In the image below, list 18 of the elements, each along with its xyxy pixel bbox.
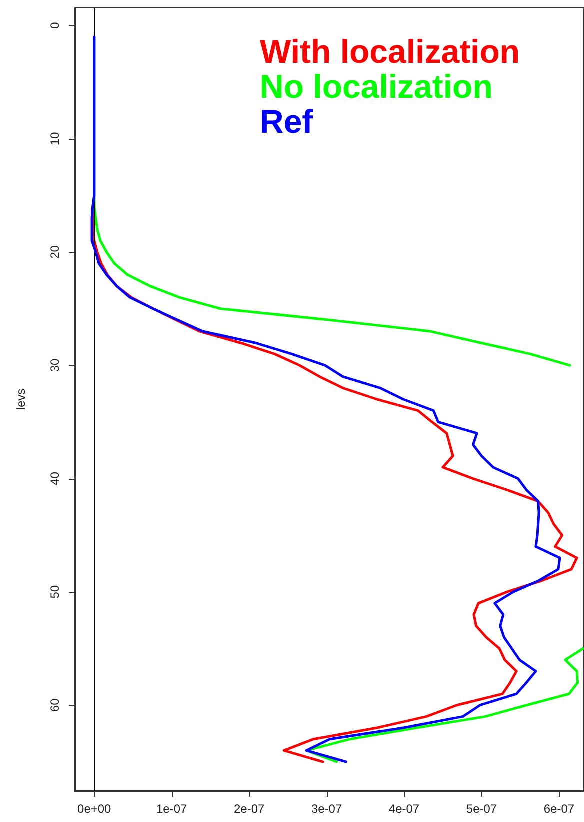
x-tick-label: 1e-07 (156, 802, 188, 816)
y-tick-label: 0 (48, 22, 62, 30)
y-tick-label: 10 (48, 132, 62, 146)
y-tick-label: 20 (48, 245, 62, 259)
text: Ref (260, 103, 314, 140)
y-tick-label: 30 (48, 358, 62, 372)
x-tick-label: 3e-07 (311, 802, 342, 816)
x-tick-label: 6e-07 (544, 802, 575, 816)
y-tick-label: 60 (48, 698, 62, 712)
text: No localization (260, 68, 493, 105)
y-axis-title: levs (14, 388, 28, 410)
x-tick-label: 5e-07 (466, 802, 498, 816)
x-tick-label: 0e+00 (78, 802, 112, 816)
x-tick-label: 2e-07 (234, 802, 265, 816)
y-tick-label: 40 (48, 472, 62, 486)
text: With localization (260, 33, 520, 70)
y-tick-label: 50 (48, 585, 62, 599)
x-tick-label: 4e-07 (388, 802, 420, 816)
